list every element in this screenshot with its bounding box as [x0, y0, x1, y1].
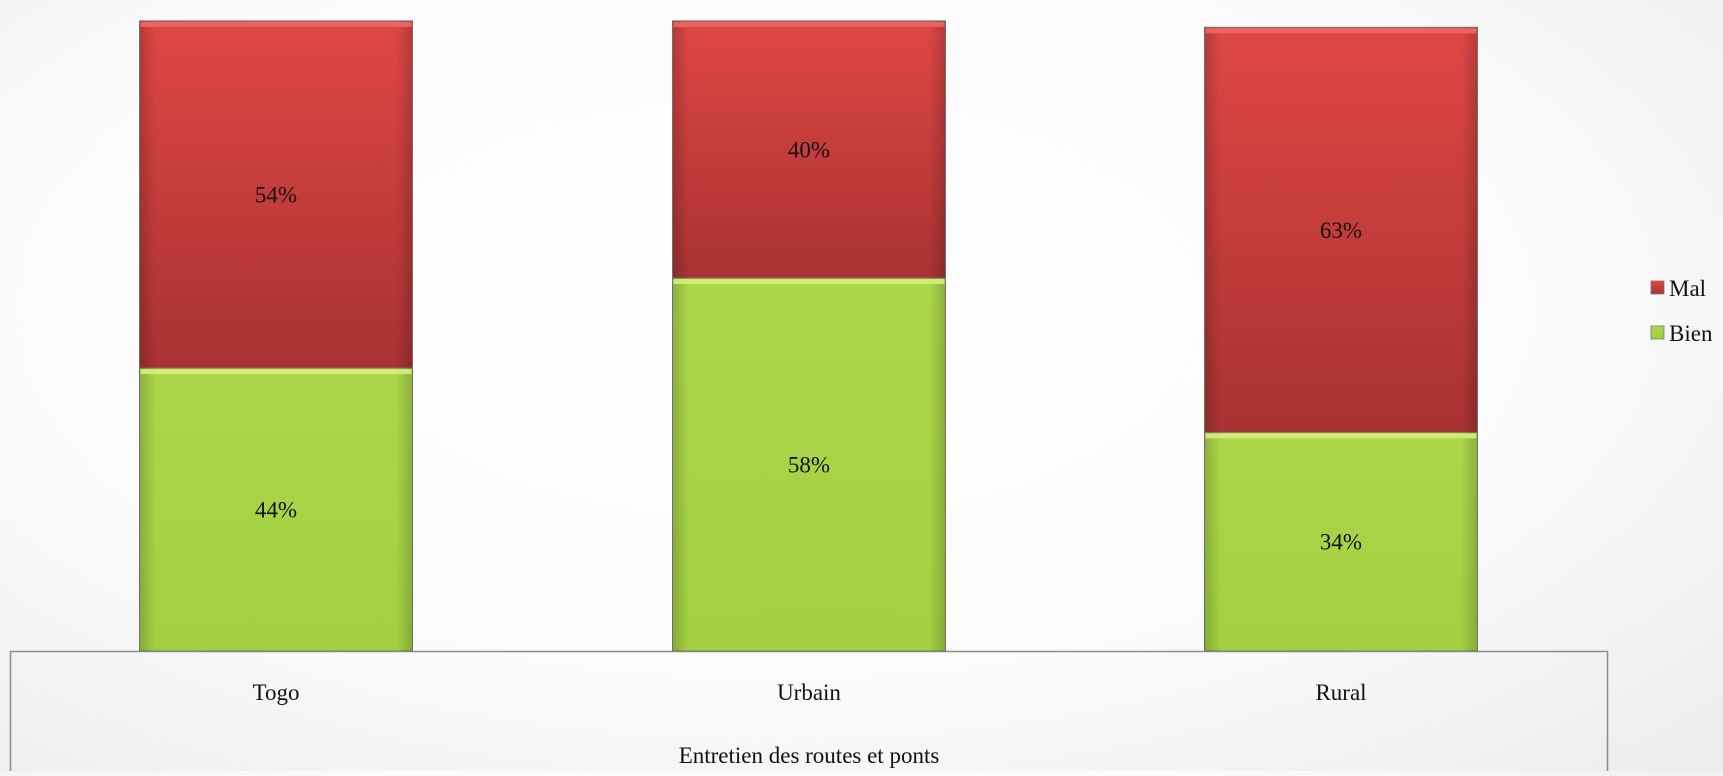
bars-group — [139, 20, 1478, 652]
tick-label-rural: Rural — [1315, 680, 1366, 705]
bar-bevel-mal-rural — [1205, 28, 1477, 34]
bar-bevel-bien-rural — [1205, 433, 1477, 439]
legend-swatch-bien — [1650, 325, 1665, 340]
data-label-bien-rural: 34% — [1320, 530, 1362, 555]
bar-bevel-bien-togo — [140, 369, 412, 375]
bar-shade-mal-urbain — [672, 20, 946, 279]
legend-label-mal: Mal — [1669, 276, 1706, 301]
x-axis-title: Entretien des routes et ponts — [679, 743, 940, 768]
data-label-bien-urbain: 58% — [788, 453, 830, 478]
bar-bevel-mal-urbain — [673, 21, 945, 27]
bar-shade-mal-rural — [1204, 27, 1478, 433]
bar-shade-bien-rural — [1204, 432, 1478, 651]
data-label-mal-rural: 63% — [1320, 218, 1362, 243]
legend-label-bien: Bien — [1669, 321, 1713, 346]
data-label-mal-togo: 54% — [255, 182, 297, 207]
category-tick-labels: Togo Urbain Rural — [253, 680, 1367, 705]
bar-shade-bien-togo — [139, 368, 413, 651]
bar-bevel-mal-togo — [140, 21, 412, 27]
bar-shade-bien-urbain — [672, 278, 946, 651]
data-labels-group: 44% 54% 58% 40% 34% 63% — [255, 137, 1362, 554]
bar-bevel-bien-urbain — [673, 279, 945, 285]
legend: Mal Bien — [1650, 276, 1713, 346]
tick-label-togo: Togo — [253, 680, 300, 705]
legend-swatch-mal — [1650, 280, 1665, 295]
bar-shade-mal-togo — [139, 20, 413, 369]
tick-label-urbain: Urbain — [777, 680, 841, 705]
data-label-mal-urbain: 40% — [788, 137, 830, 162]
data-label-bien-togo: 44% — [255, 498, 297, 523]
